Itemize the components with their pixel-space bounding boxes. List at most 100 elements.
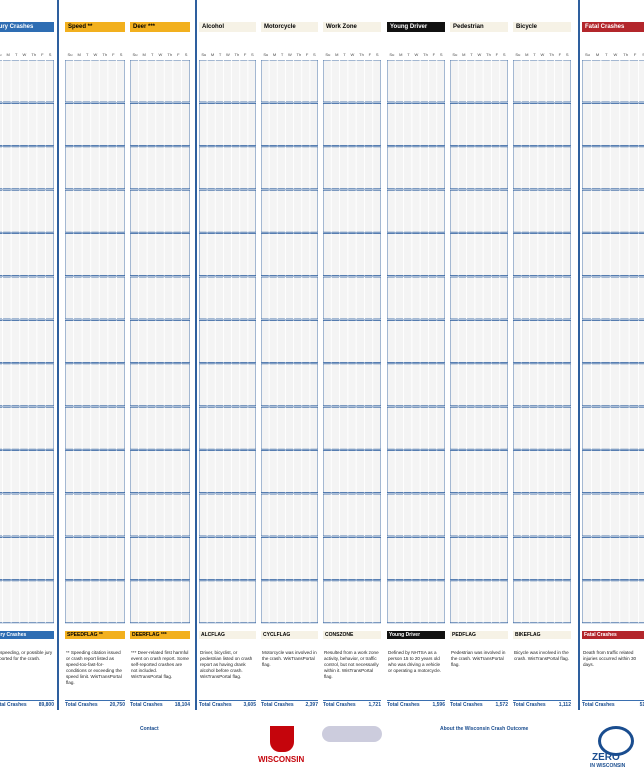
- total-row: Total Crashes 2,397: [261, 700, 318, 708]
- heatmap-block: [582, 189, 644, 233]
- footer-label: Young Driver: [387, 631, 445, 639]
- heatmap-block: [387, 450, 445, 494]
- column-title: Fatal Crashes: [582, 22, 644, 32]
- day: W: [288, 52, 292, 57]
- total-label: Total Crashes: [450, 702, 483, 708]
- heatmap-block: [199, 103, 256, 146]
- logo-wheel: [598, 726, 634, 756]
- day: T: [470, 52, 473, 57]
- heatmap-block: [450, 233, 508, 277]
- column-title: Pedestrian: [450, 22, 508, 32]
- heatmap-block: [65, 103, 125, 146]
- total-row: Total Crashes 1,112: [513, 700, 571, 708]
- heatmap-block: [582, 319, 644, 363]
- footer-label: BIKEFLAG: [513, 631, 571, 639]
- day: M: [272, 52, 277, 57]
- heatmap-block: [65, 363, 125, 407]
- heatmap-block: [261, 493, 318, 537]
- heatmap-block: [130, 319, 190, 363]
- day: S: [439, 52, 443, 57]
- heatmap-block: [323, 189, 381, 233]
- heatmap-block: [582, 103, 644, 146]
- day: F: [495, 52, 499, 57]
- day: M: [6, 52, 10, 57]
- day: W: [477, 52, 482, 57]
- total-row: Total Crashes 1,596: [387, 700, 445, 708]
- description: Motorcycle was involved in the crash. Wi…: [262, 650, 317, 667]
- heatmap-block: [450, 60, 508, 103]
- heatmap-block: [261, 233, 318, 277]
- day: T: [150, 52, 154, 57]
- heatmap-block: [450, 319, 508, 363]
- heatmap-block: [261, 580, 318, 624]
- heatmap-block: [513, 319, 571, 363]
- day: Th: [549, 52, 554, 57]
- column-title: Deer ***: [130, 22, 190, 32]
- day: F: [558, 52, 562, 57]
- heatmap-block: [130, 60, 190, 103]
- heatmap-block: [199, 406, 256, 450]
- heatmap-block: [65, 580, 125, 624]
- heatmap-block: [323, 580, 381, 624]
- total-label: Total Crashes: [387, 702, 420, 708]
- day: W: [158, 52, 163, 57]
- heatmap-block: [450, 536, 508, 580]
- heatmap-block: [387, 319, 445, 363]
- day: T: [14, 52, 18, 57]
- description: Pedestrian was involved in the crash. Wi…: [451, 650, 506, 667]
- heatmap-block: [199, 189, 256, 233]
- total-label: Total Crashes: [582, 702, 615, 708]
- heatmap: [65, 60, 125, 624]
- column-title: Bicycle: [513, 22, 571, 32]
- heatmap-block: [323, 276, 381, 320]
- heatmap-block: [261, 276, 318, 320]
- heatmap-block: [513, 103, 571, 146]
- heatmap-block: [199, 363, 256, 407]
- heatmap-block: [199, 580, 256, 624]
- day: M: [595, 52, 600, 57]
- day: M: [77, 52, 81, 57]
- university: WISCONSIN: [258, 755, 305, 764]
- heatmap-block: [323, 493, 381, 537]
- day: S: [119, 52, 123, 57]
- day: F: [177, 52, 180, 57]
- heatmap-block: [323, 406, 381, 450]
- heatmap-block: [130, 493, 190, 537]
- day: Su: [584, 52, 590, 57]
- day: S: [565, 52, 569, 57]
- heatmap-block: [65, 233, 125, 277]
- heatmap-block: [261, 103, 318, 146]
- description: unspeeding, or possible jury reported fo…: [0, 650, 53, 661]
- day: S: [375, 52, 379, 57]
- day: T: [218, 52, 222, 57]
- day: Su: [67, 52, 73, 57]
- heatmap: [261, 60, 318, 624]
- heatmap: [323, 60, 381, 624]
- day: M: [210, 52, 215, 57]
- heatmap: [513, 60, 571, 624]
- heatmap-block: [261, 319, 318, 363]
- heatmap-block: [450, 189, 508, 233]
- total-label: Total Crashes: [0, 702, 27, 708]
- column-title: Speed **: [65, 22, 125, 32]
- heatmap-block: [65, 319, 125, 363]
- day: S: [642, 52, 644, 57]
- footer-label: SPEEDFLAG **: [65, 631, 125, 639]
- day: W: [414, 52, 419, 57]
- day: Su: [201, 52, 207, 57]
- description: Death from traffic related injuries occu…: [583, 650, 637, 667]
- description: Resulted from a work zone activity, beha…: [324, 650, 379, 679]
- total-label: Total Crashes: [513, 702, 546, 708]
- day: T: [280, 52, 284, 57]
- heatmap-block: [130, 146, 190, 190]
- heatmap-block: [199, 319, 256, 363]
- heatmap-block: [199, 233, 256, 277]
- heatmap-block: [450, 363, 508, 407]
- heatmap-block: [582, 363, 644, 407]
- day: T: [85, 52, 89, 57]
- column-title: Motorcycle: [261, 22, 318, 32]
- heatmap-block: [387, 536, 445, 580]
